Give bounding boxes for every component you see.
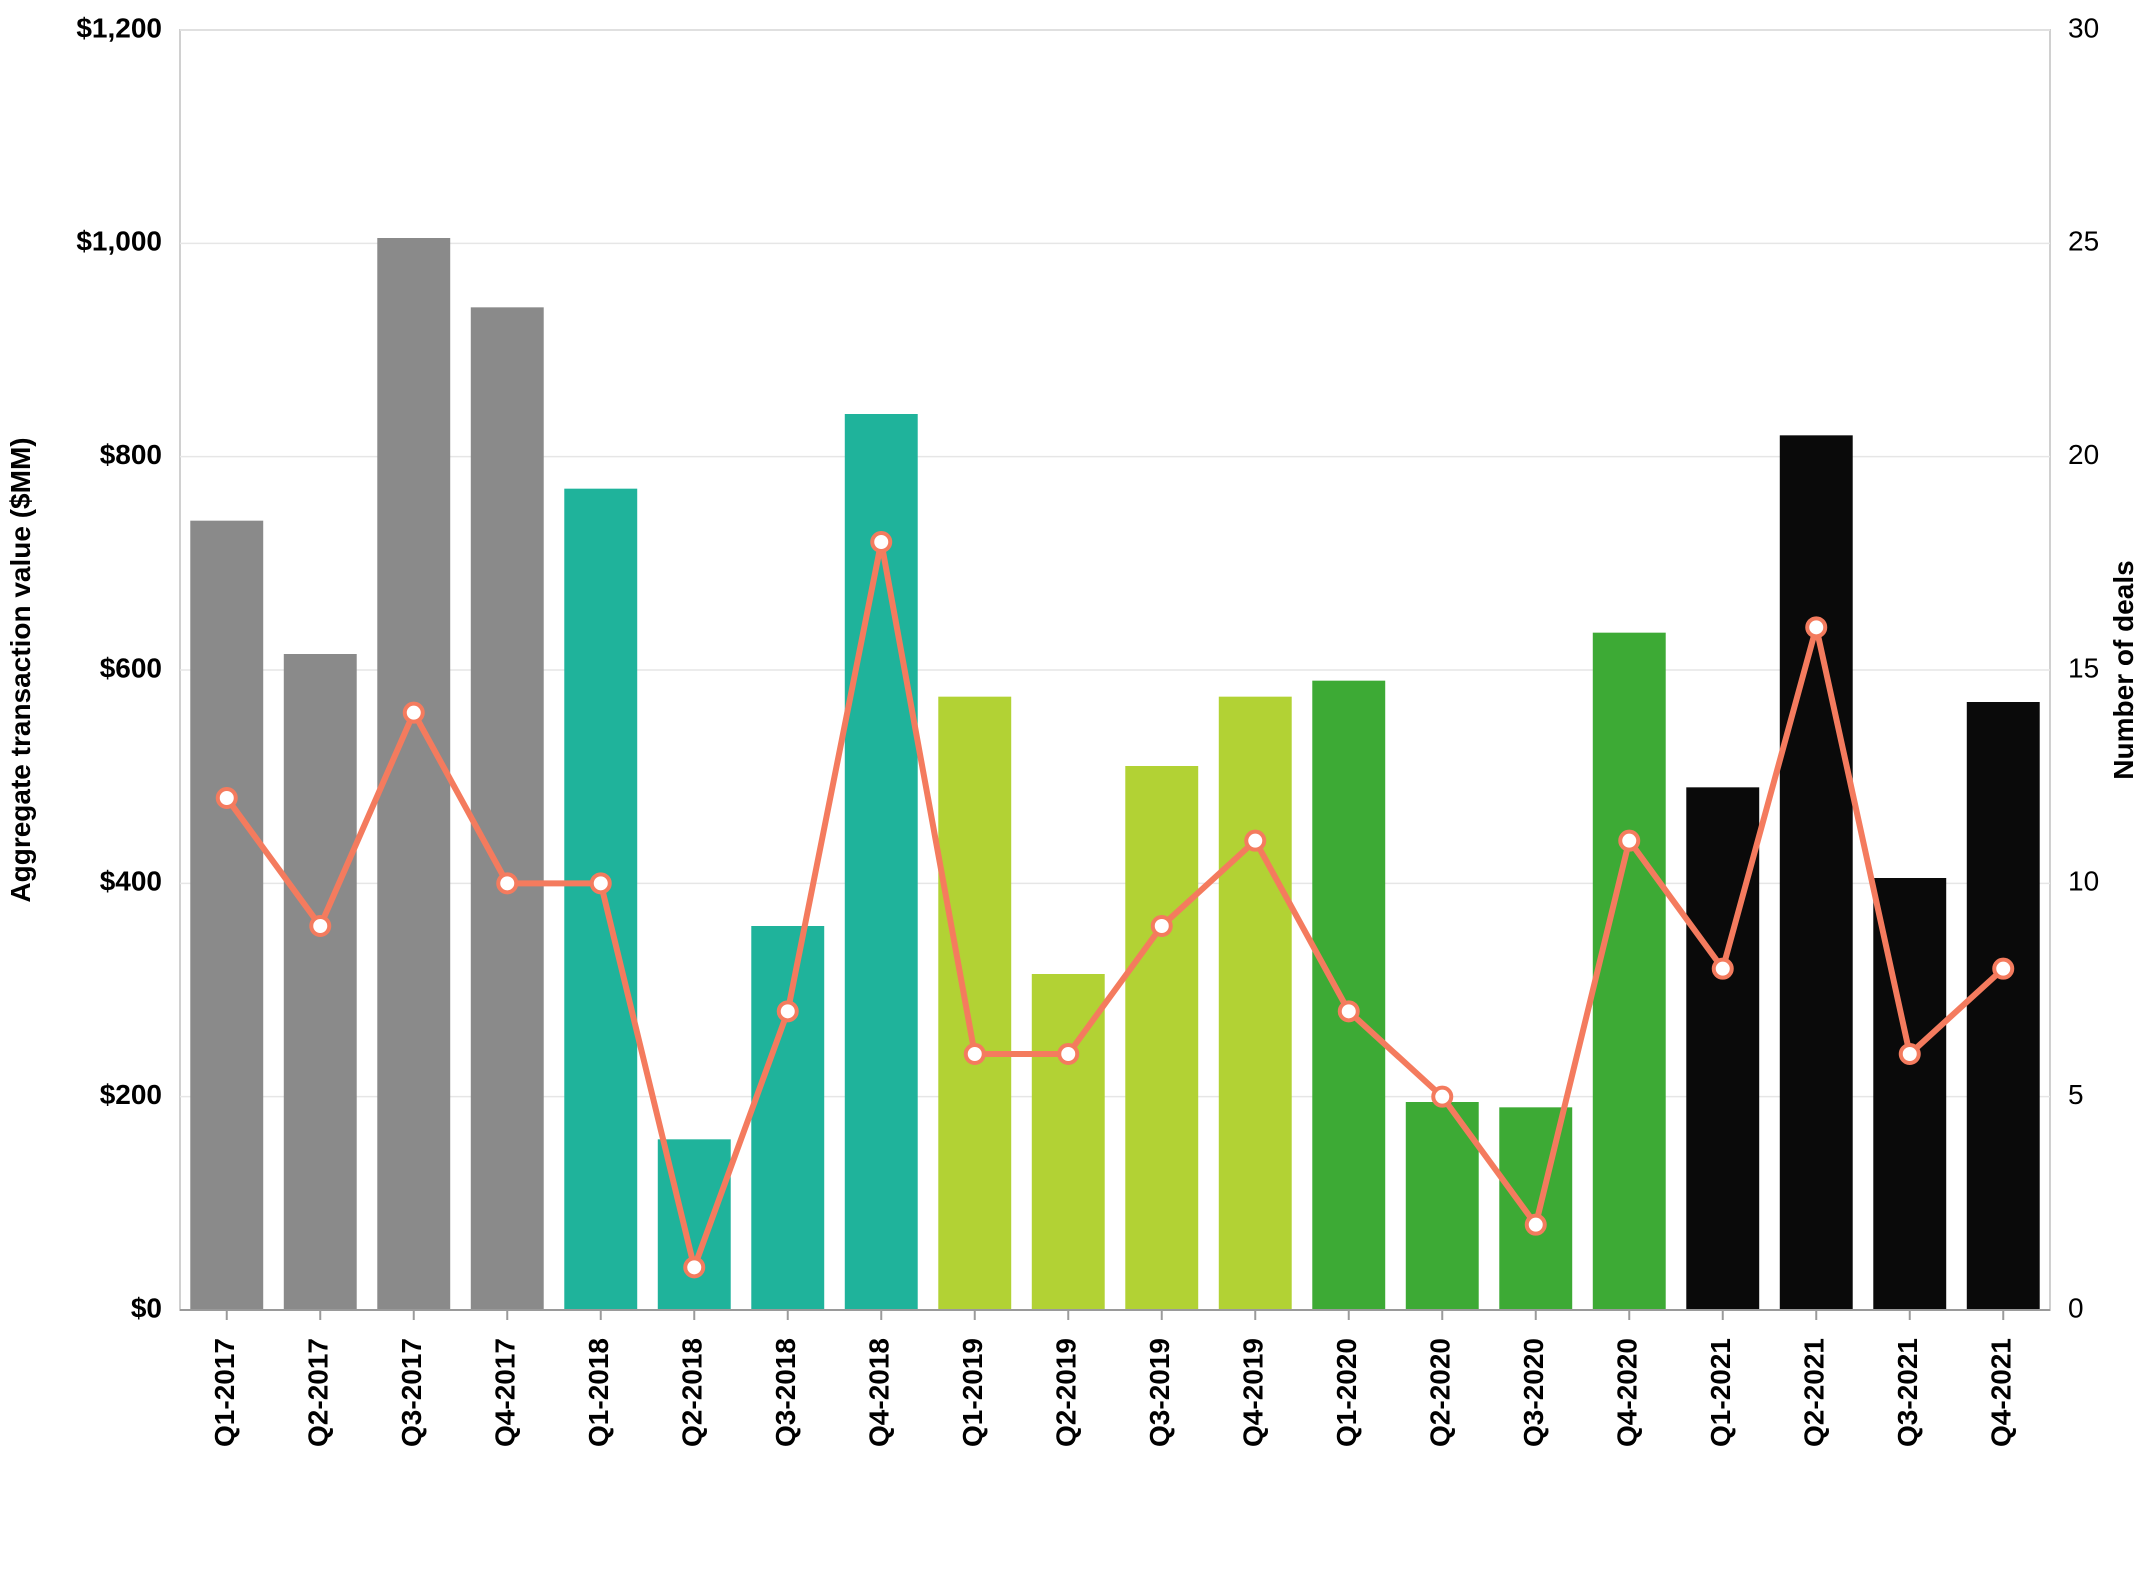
y-right-tick-label: 5 [2068,1079,2084,1110]
y-left-axis-title: Aggregate transaction value ($MM) [5,437,36,902]
deals-marker [311,917,329,935]
y-left-tick-label: $200 [100,1079,162,1110]
deals-marker [1153,917,1171,935]
bar [1593,633,1666,1310]
bar [284,654,357,1310]
deals-marker [685,1258,703,1276]
bar [190,521,263,1310]
bar [1780,435,1853,1310]
bar [471,307,544,1310]
x-tick-label: Q3-2020 [1518,1338,1549,1447]
deals-marker [1994,960,2012,978]
deals-marker [872,533,890,551]
y-right-tick-label: 15 [2068,652,2099,683]
deals-marker [1807,618,1825,636]
x-tick-label: Q2-2019 [1051,1338,1082,1447]
y-left-tick-label: $1,000 [76,226,162,257]
bar [1219,697,1292,1310]
bar [1312,681,1385,1310]
x-tick-label: Q2-2018 [677,1338,708,1447]
x-tick-label: Q4-2019 [1238,1338,1269,1447]
x-tick-label: Q3-2021 [1892,1338,1923,1447]
deals-marker [592,874,610,892]
x-tick-label: Q3-2017 [396,1338,427,1447]
x-tick-label: Q1-2019 [957,1338,988,1447]
bar [1032,974,1105,1310]
x-tick-label: Q3-2019 [1144,1338,1175,1447]
y-right-tick-label: 25 [2068,226,2099,257]
x-tick-label: Q4-2018 [864,1338,895,1447]
bar [751,926,824,1310]
deals-marker [1901,1045,1919,1063]
y-right-axis-title: Number of deals [2108,560,2139,779]
bar [1125,766,1198,1310]
y-left-tick-label: $0 [131,1292,162,1323]
deals-marker [779,1002,797,1020]
deals-marker [1714,960,1732,978]
x-tick-label: Q2-2017 [303,1338,334,1447]
bar [1499,1107,1572,1310]
x-tick-label: Q1-2017 [209,1338,240,1447]
deals-marker [218,789,236,807]
x-tick-label: Q4-2020 [1612,1338,1643,1447]
deals-marker [498,874,516,892]
y-left-tick-label: $400 [100,866,162,897]
deals-marker [405,704,423,722]
chart-svg: $0 $200 $400 $600 $800 $1,000 $1,200 0 5 10 15 20 25… [0,0,2153,1591]
x-tick-label: Q1-2018 [583,1338,614,1447]
bar [938,697,1011,1310]
x-tick-label: Q2-2020 [1425,1338,1456,1447]
deals-marker [1246,832,1264,850]
deals-marker [1059,1045,1077,1063]
deals-marker [1340,1002,1358,1020]
x-tick-label: Q4-2021 [1986,1338,2017,1447]
bar [564,489,637,1310]
deals-marker [966,1045,984,1063]
deals-marker [1527,1216,1545,1234]
y-left-tick-label: $800 [100,439,162,470]
x-tick-label: Q4-2017 [490,1338,521,1447]
combo-chart: $0 $200 $400 $600 $800 $1,000 $1,200 0 5 10 15 20 25… [0,0,2153,1591]
y-left-tick-label: $1,200 [76,12,162,43]
y-right-tick-label: 30 [2068,12,2099,43]
y-right-tick-label: 20 [2068,439,2099,470]
y-right-tick-label: 0 [2068,1292,2084,1323]
bar [1967,702,2040,1310]
x-tick-label: Q3-2018 [770,1338,801,1447]
x-tick-label: Q1-2020 [1331,1338,1362,1447]
y-right-tick-label: 10 [2068,866,2099,897]
deals-marker [1433,1088,1451,1106]
x-tick-label: Q1-2021 [1705,1338,1736,1447]
deals-marker [1620,832,1638,850]
y-left-tick-label: $600 [100,652,162,683]
x-tick-label: Q2-2021 [1799,1338,1830,1447]
